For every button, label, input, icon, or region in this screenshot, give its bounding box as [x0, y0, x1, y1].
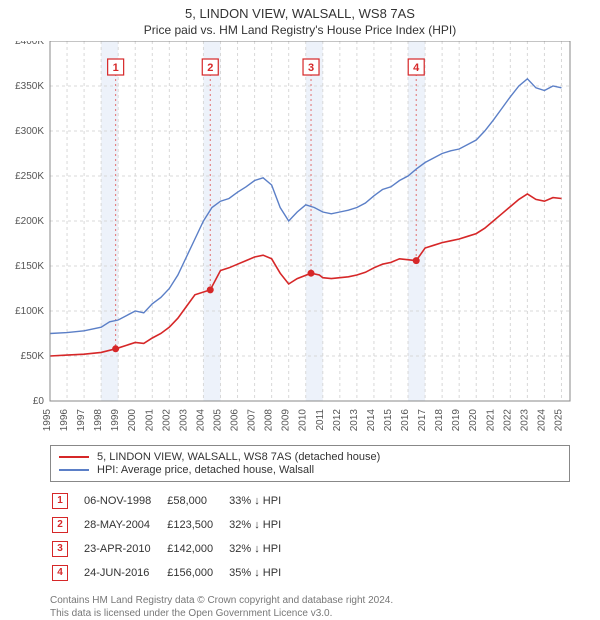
- legend-label: HPI: Average price, detached house, Wals…: [97, 464, 314, 476]
- svg-text:1999: 1999: [110, 409, 121, 432]
- footer-line2: This data is licensed under the Open Gov…: [50, 607, 570, 620]
- event-delta: 35% ↓ HPI: [229, 562, 295, 584]
- event-delta: 32% ↓ HPI: [229, 538, 295, 560]
- page-title: 5, LINDON VIEW, WALSALL, WS8 7AS: [0, 0, 600, 21]
- svg-text:£200K: £200K: [15, 216, 44, 227]
- event-date: 24-JUN-2016: [84, 562, 165, 584]
- legend: 5, LINDON VIEW, WALSALL, WS8 7AS (detach…: [50, 445, 570, 482]
- svg-text:2003: 2003: [178, 409, 189, 432]
- table-row: 3 23-APR-2010£142,00032% ↓ HPI: [52, 538, 295, 560]
- legend-row: HPI: Average price, detached house, Wals…: [59, 464, 561, 476]
- legend-swatch: [59, 469, 89, 471]
- event-marker: 3: [52, 541, 68, 557]
- svg-text:£50K: £50K: [21, 351, 45, 362]
- event-date: 28-MAY-2004: [84, 514, 165, 536]
- svg-text:2019: 2019: [451, 409, 462, 432]
- svg-text:£100K: £100K: [15, 306, 44, 317]
- svg-text:2008: 2008: [264, 409, 275, 432]
- svg-text:£250K: £250K: [15, 171, 44, 182]
- svg-text:2006: 2006: [230, 409, 241, 432]
- event-date: 23-APR-2010: [84, 538, 165, 560]
- event-price: £142,000: [167, 538, 227, 560]
- svg-text:1996: 1996: [59, 409, 70, 432]
- svg-text:2020: 2020: [468, 409, 479, 432]
- price-chart: £0 £50K £100K £150K £200K £250K £300K £350K £400…: [0, 41, 600, 441]
- svg-text:2013: 2013: [349, 409, 360, 432]
- svg-text:2: 2: [207, 62, 213, 74]
- legend-row: 5, LINDON VIEW, WALSALL, WS8 7AS (detach…: [59, 451, 561, 463]
- svg-text:4: 4: [413, 62, 420, 74]
- legend-swatch: [59, 456, 89, 458]
- svg-text:2005: 2005: [212, 409, 223, 432]
- svg-text:2001: 2001: [144, 409, 155, 432]
- event-marker: 2: [52, 517, 68, 533]
- table-row: 2 28-MAY-2004£123,50032% ↓ HPI: [52, 514, 295, 536]
- table-row: 4 24-JUN-2016£156,00035% ↓ HPI: [52, 562, 295, 584]
- svg-text:2024: 2024: [536, 409, 547, 432]
- event-delta: 32% ↓ HPI: [229, 514, 295, 536]
- svg-text:2025: 2025: [553, 409, 564, 432]
- svg-text:£400K: £400K: [15, 41, 44, 47]
- legend-label: 5, LINDON VIEW, WALSALL, WS8 7AS (detach…: [97, 451, 380, 463]
- svg-text:2015: 2015: [383, 409, 394, 432]
- table-row: 1 06-NOV-1998£58,00033% ↓ HPI: [52, 490, 295, 512]
- svg-text:£300K: £300K: [15, 126, 44, 137]
- svg-text:2000: 2000: [127, 409, 138, 432]
- svg-text:£0: £0: [33, 396, 45, 407]
- event-marker: 4: [52, 565, 68, 581]
- svg-text:2021: 2021: [485, 409, 496, 432]
- svg-text:2016: 2016: [400, 409, 411, 432]
- svg-text:1995: 1995: [42, 409, 53, 432]
- event-delta: 33% ↓ HPI: [229, 490, 295, 512]
- svg-text:3: 3: [308, 62, 314, 74]
- event-marker: 1: [52, 493, 68, 509]
- svg-text:1: 1: [113, 62, 119, 74]
- svg-text:2017: 2017: [417, 409, 428, 432]
- svg-text:2004: 2004: [195, 409, 206, 432]
- svg-text:2012: 2012: [332, 409, 343, 432]
- svg-text:£350K: £350K: [15, 81, 44, 92]
- event-date: 06-NOV-1998: [84, 490, 165, 512]
- event-price: £156,000: [167, 562, 227, 584]
- svg-text:2002: 2002: [161, 409, 172, 432]
- page-subtitle: Price paid vs. HM Land Registry's House …: [0, 21, 600, 41]
- event-price: £58,000: [167, 490, 227, 512]
- svg-text:2010: 2010: [298, 409, 309, 432]
- svg-text:2011: 2011: [315, 409, 326, 431]
- svg-text:£150K: £150K: [15, 261, 44, 272]
- svg-text:2022: 2022: [502, 409, 513, 432]
- svg-text:2014: 2014: [366, 409, 377, 432]
- footer-line1: Contains HM Land Registry data © Crown c…: [50, 594, 570, 607]
- svg-text:1998: 1998: [93, 409, 104, 432]
- footer: Contains HM Land Registry data © Crown c…: [50, 594, 570, 620]
- svg-text:1997: 1997: [76, 409, 87, 432]
- event-price: £123,500: [167, 514, 227, 536]
- svg-text:2007: 2007: [247, 409, 258, 432]
- svg-text:2009: 2009: [281, 409, 292, 432]
- events-table: 1 06-NOV-1998£58,00033% ↓ HPI 2 28-MAY-2004…: [50, 488, 297, 586]
- svg-text:2018: 2018: [434, 409, 445, 432]
- svg-text:2023: 2023: [519, 409, 530, 432]
